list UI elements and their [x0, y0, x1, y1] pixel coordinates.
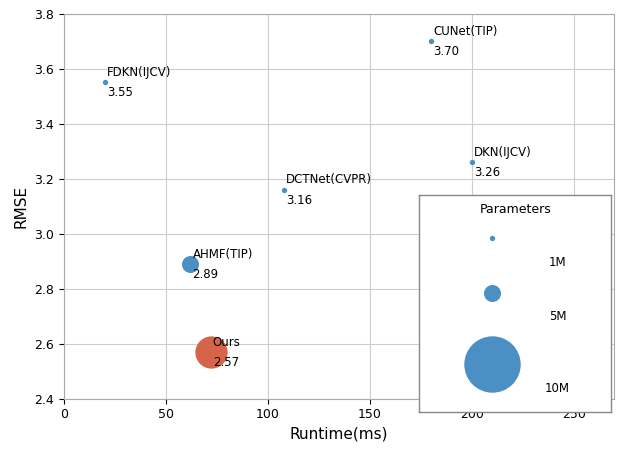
Text: 1M: 1M — [548, 255, 566, 269]
Point — [426, 38, 436, 45]
Text: CUNet(TIP): CUNet(TIP) — [433, 25, 497, 38]
Point — [487, 235, 497, 242]
Text: 3.55: 3.55 — [107, 87, 132, 100]
Point — [487, 289, 497, 296]
Point — [100, 79, 110, 86]
Text: 5M: 5M — [548, 310, 566, 323]
Point — [487, 361, 497, 368]
Point — [446, 296, 456, 303]
Text: Parameters: Parameters — [479, 203, 551, 217]
Point — [279, 186, 289, 193]
Text: 3.70: 3.70 — [433, 45, 459, 58]
Text: 2.76: 2.76 — [453, 304, 479, 317]
Y-axis label: RMSE: RMSE — [14, 184, 29, 228]
Text: Ours: Ours — [213, 336, 241, 348]
Text: 10M: 10M — [545, 382, 570, 395]
Text: 3.26: 3.26 — [474, 166, 500, 179]
Text: FDKN(IJCV): FDKN(IJCV) — [107, 66, 171, 79]
Text: DCTNet(CVPR): DCTNet(CVPR) — [286, 173, 372, 186]
Text: AHMF(TIP): AHMF(TIP) — [193, 248, 253, 260]
Text: DKN(IJCV): DKN(IJCV) — [474, 146, 531, 159]
Text: JIIF(ACMM): JIIF(ACMM) — [453, 283, 516, 296]
Text: 2.57: 2.57 — [213, 356, 239, 369]
Point — [205, 348, 216, 356]
X-axis label: Runtime(ms): Runtime(ms) — [290, 427, 388, 442]
Point — [467, 159, 477, 166]
Point — [185, 260, 195, 267]
Text: 2.89: 2.89 — [193, 268, 218, 281]
Text: 3.16: 3.16 — [286, 194, 312, 207]
